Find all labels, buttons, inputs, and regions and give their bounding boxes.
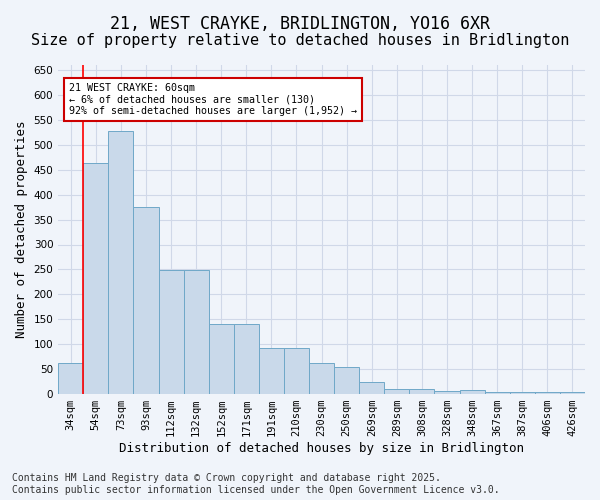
Bar: [485, 392, 510, 394]
Bar: [434, 390, 460, 394]
Bar: [184, 270, 209, 394]
Bar: [409, 388, 434, 394]
Bar: [334, 366, 359, 394]
Bar: [83, 163, 109, 394]
Text: 21, WEST CRAYKE, BRIDLINGTON, YO16 6XR: 21, WEST CRAYKE, BRIDLINGTON, YO16 6XR: [110, 15, 490, 33]
Bar: [309, 363, 334, 394]
Y-axis label: Number of detached properties: Number of detached properties: [15, 121, 28, 338]
Bar: [158, 270, 184, 394]
Bar: [560, 392, 585, 394]
Bar: [234, 324, 259, 394]
Bar: [535, 392, 560, 394]
Bar: [209, 324, 234, 394]
Bar: [133, 207, 158, 394]
Bar: [510, 392, 535, 394]
Bar: [259, 348, 284, 394]
Text: Size of property relative to detached houses in Bridlington: Size of property relative to detached ho…: [31, 32, 569, 48]
Bar: [284, 348, 309, 394]
X-axis label: Distribution of detached houses by size in Bridlington: Distribution of detached houses by size …: [119, 442, 524, 455]
Bar: [460, 390, 485, 394]
Bar: [359, 382, 385, 394]
Bar: [109, 131, 133, 394]
Text: Contains HM Land Registry data © Crown copyright and database right 2025.
Contai: Contains HM Land Registry data © Crown c…: [12, 474, 500, 495]
Bar: [385, 388, 409, 394]
Bar: [58, 363, 83, 394]
Text: 21 WEST CRAYKE: 60sqm
← 6% of detached houses are smaller (130)
92% of semi-deta: 21 WEST CRAYKE: 60sqm ← 6% of detached h…: [69, 83, 357, 116]
